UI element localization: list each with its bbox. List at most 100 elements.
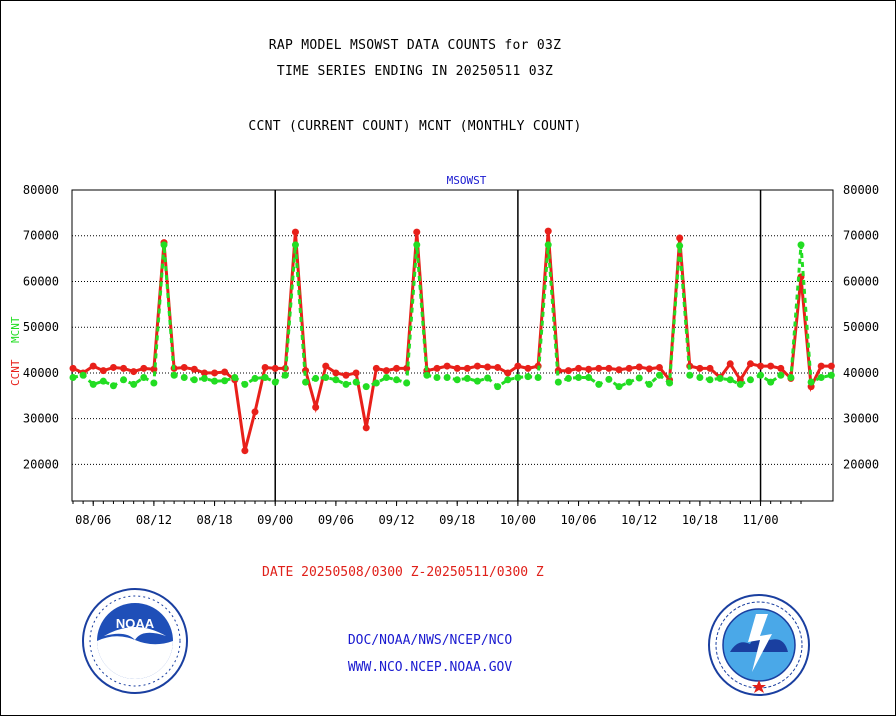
- data-point-ccnt: [605, 364, 613, 372]
- data-point-mcnt: [312, 374, 320, 382]
- x-tick-label: 08/18: [196, 513, 232, 527]
- data-point-mcnt: [595, 380, 603, 388]
- data-point-mcnt: [726, 376, 734, 384]
- data-point-mcnt: [79, 371, 87, 379]
- data-point-mcnt: [797, 241, 805, 249]
- data-point-mcnt: [211, 377, 219, 385]
- y-tick-label-right: 40000: [843, 366, 879, 380]
- data-point-mcnt: [676, 242, 684, 250]
- data-point-ccnt: [180, 363, 188, 371]
- data-point-mcnt: [645, 380, 653, 388]
- x-tick-label: 09/12: [378, 513, 414, 527]
- data-point-ccnt: [473, 362, 481, 370]
- data-point-ccnt: [564, 367, 572, 375]
- data-point-ccnt: [767, 362, 775, 370]
- data-point-mcnt: [453, 376, 461, 384]
- footer-url[interactable]: WWW.NCO.NCEP.NOAA.GOV: [347, 660, 513, 675]
- data-point-ccnt: [433, 364, 441, 372]
- data-point-mcnt: [686, 371, 694, 379]
- data-point-ccnt: [625, 364, 633, 372]
- noaa-logo-icon: NOAA: [82, 588, 188, 694]
- data-point-mcnt: [736, 380, 744, 388]
- data-point-ccnt: [817, 362, 825, 370]
- data-point-mcnt: [463, 374, 471, 382]
- data-point-ccnt: [524, 364, 532, 372]
- data-point-mcnt: [89, 380, 97, 388]
- data-point-ccnt: [312, 403, 320, 411]
- footer-agency: DOC/NOAA/NWS/NCEP/NCO: [347, 633, 513, 648]
- data-point-mcnt: [615, 383, 623, 391]
- y-tick-label-left: 30000: [23, 412, 59, 426]
- data-point-mcnt: [787, 374, 795, 382]
- data-point-mcnt: [494, 383, 502, 391]
- data-point-ccnt: [140, 364, 148, 372]
- data-point-ccnt: [190, 365, 198, 373]
- chart-legend-description: CCNT (CURRENT COUNT) MCNT (MONTHLY COUNT…: [248, 119, 582, 134]
- data-point-mcnt: [575, 374, 583, 382]
- data-point-ccnt: [726, 360, 734, 368]
- data-point-mcnt: [504, 376, 512, 384]
- data-point-mcnt: [716, 374, 724, 382]
- data-point-mcnt: [767, 378, 775, 386]
- data-point-mcnt: [625, 378, 633, 386]
- y-tick-label-left: 60000: [23, 274, 59, 288]
- data-point-mcnt: [130, 380, 138, 388]
- data-point-ccnt: [89, 362, 97, 370]
- data-point-mcnt: [140, 374, 148, 382]
- data-point-mcnt: [180, 374, 188, 382]
- data-point-mcnt: [807, 378, 815, 386]
- data-point-ccnt: [120, 364, 128, 372]
- data-point-ccnt: [746, 360, 754, 368]
- data-point-ccnt: [382, 367, 390, 375]
- data-point-ccnt: [544, 227, 552, 235]
- y-axis-label-ccnt: CCNT: [9, 359, 22, 386]
- data-point-ccnt: [676, 234, 684, 242]
- data-point-ccnt: [261, 363, 269, 371]
- data-point-ccnt: [585, 365, 593, 373]
- data-point-mcnt: [291, 241, 299, 249]
- data-point-ccnt: [99, 367, 107, 375]
- x-tick-label: 10/12: [621, 513, 657, 527]
- data-point-mcnt: [69, 374, 77, 382]
- data-point-ccnt: [211, 369, 219, 377]
- data-point-mcnt: [777, 371, 785, 379]
- data-point-ccnt: [109, 363, 117, 371]
- data-point-ccnt: [352, 369, 360, 377]
- data-point-ccnt: [757, 362, 765, 370]
- data-point-mcnt: [564, 374, 572, 382]
- data-point-mcnt: [403, 379, 411, 387]
- x-tick-label: 10/06: [560, 513, 596, 527]
- data-point-ccnt: [322, 362, 330, 370]
- y-tick-label-right: 70000: [843, 229, 879, 243]
- svg-text:NOAA: NOAA: [116, 616, 155, 631]
- data-point-mcnt: [160, 241, 168, 249]
- data-point-ccnt: [514, 362, 522, 370]
- data-point-mcnt: [585, 374, 593, 382]
- data-point-mcnt: [322, 374, 330, 382]
- data-point-ccnt: [221, 368, 229, 376]
- data-point-mcnt: [332, 376, 340, 384]
- data-point-ccnt: [271, 364, 279, 372]
- data-point-ccnt: [130, 368, 138, 376]
- data-point-mcnt: [200, 374, 208, 382]
- data-point-mcnt: [605, 375, 613, 383]
- data-point-ccnt: [393, 364, 401, 372]
- data-point-ccnt: [706, 364, 714, 372]
- x-tick-label: 10/00: [500, 513, 536, 527]
- chart-title-line2: TIME SERIES ENDING IN 20250511 03Z: [276, 64, 554, 79]
- data-point-mcnt: [190, 376, 198, 384]
- data-point-mcnt: [524, 373, 532, 381]
- y-tick-label-left: 70000: [23, 229, 59, 243]
- data-point-mcnt: [352, 378, 360, 386]
- x-tick-label: 10/18: [682, 513, 718, 527]
- data-point-ccnt: [696, 364, 704, 372]
- x-tick-label: 08/12: [136, 513, 172, 527]
- data-point-ccnt: [645, 365, 653, 373]
- x-tick-label: 08/06: [75, 513, 111, 527]
- data-point-ccnt: [342, 371, 350, 379]
- data-point-ccnt: [291, 228, 299, 236]
- data-point-mcnt: [554, 378, 562, 386]
- y-tick-label-left: 50000: [23, 320, 59, 334]
- data-point-mcnt: [170, 371, 178, 379]
